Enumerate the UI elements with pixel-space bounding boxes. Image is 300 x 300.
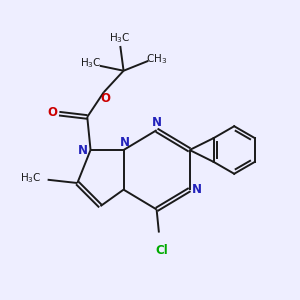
Text: N: N — [152, 116, 162, 129]
Text: O: O — [100, 92, 110, 105]
Text: CH$_3$: CH$_3$ — [146, 52, 167, 66]
Text: N: N — [192, 183, 202, 196]
Text: N: N — [78, 143, 88, 157]
Text: N: N — [120, 136, 130, 149]
Text: Cl: Cl — [155, 244, 168, 256]
Text: O: O — [47, 106, 57, 118]
Text: H$_3$C: H$_3$C — [80, 57, 101, 70]
Text: H$_3$C: H$_3$C — [20, 171, 42, 185]
Text: H$_3$C: H$_3$C — [110, 31, 131, 45]
